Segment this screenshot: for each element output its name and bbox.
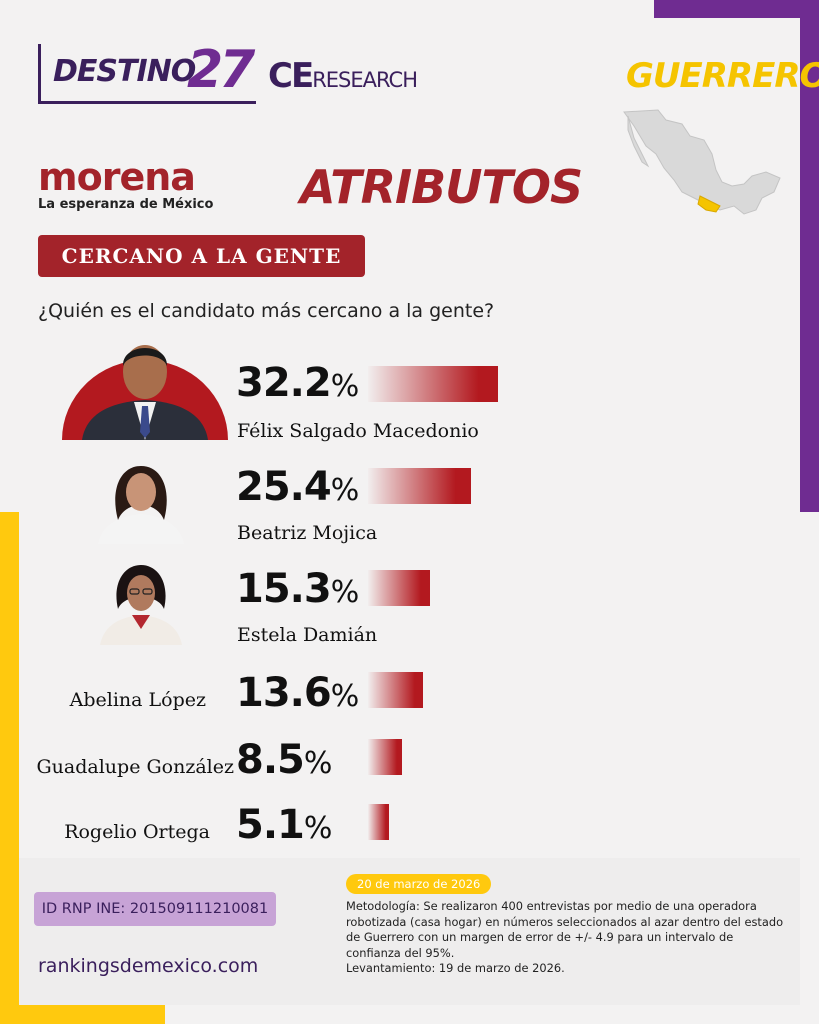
candidate-name-5: Guadalupe González	[36, 756, 234, 778]
pct-unit-2: %	[330, 473, 360, 508]
pct-label-3: 15.3%	[236, 566, 359, 612]
ce-research-logo: CERESEARCH	[268, 56, 418, 96]
logo-ce-text: CE	[268, 56, 314, 96]
date-badge: 20 de marzo de 2026	[346, 874, 492, 894]
bar-6	[368, 804, 389, 840]
bar-2	[368, 468, 471, 504]
party-tagline: La esperanza de México	[38, 197, 214, 212]
bar-4	[368, 672, 423, 708]
pct-label-5: 8.5%	[236, 737, 332, 783]
state-title: GUERRERO	[626, 56, 819, 96]
pct-label-2: 25.4%	[236, 464, 359, 510]
logo-destino-number: 27	[187, 40, 255, 100]
pct-value-2: 25.4	[236, 464, 332, 510]
party-name: morena	[38, 155, 196, 199]
pct-unit-5: %	[303, 746, 333, 781]
mexico-map-icon	[623, 109, 781, 215]
logo-research-text: RESEARCH	[312, 68, 418, 92]
logo-destino-text: DESTINO	[53, 54, 196, 89]
destino-27-logo: DESTINO 27	[38, 40, 256, 104]
candidate-photo-felix	[62, 345, 228, 440]
candidate-name-3: Estela Damián	[237, 624, 378, 646]
category-badge: CERCANO A LA GENTE	[38, 235, 365, 277]
pct-unit-6: %	[303, 811, 333, 846]
methodology-note: Metodología: Se realizaron 400 entrevist…	[346, 899, 786, 977]
candidate-name-1: Félix Salgado Macedonio	[237, 420, 479, 442]
pct-value-6: 5.1	[236, 802, 305, 848]
purple-accent-right	[800, 0, 819, 512]
pct-label-6: 5.1%	[236, 802, 332, 848]
website-link[interactable]: rankingsdemexico.com	[38, 955, 259, 977]
candidate-photo-beatriz	[98, 466, 184, 544]
candidate-name-4: Abelina López	[69, 689, 206, 711]
candidate-photo-estela	[100, 565, 182, 645]
pct-label-4: 13.6%	[236, 670, 359, 716]
candidate-name-6: Rogelio Ortega	[64, 821, 210, 843]
bar-1	[368, 366, 498, 402]
candidate-name-2: Beatriz Mojica	[237, 522, 378, 544]
morena-logo: morena La esperanza de México	[38, 158, 213, 212]
pct-value-1: 32.2	[236, 360, 332, 406]
pct-unit-1: %	[330, 369, 360, 404]
section-title: ATRIBUTOS	[300, 160, 583, 214]
pct-unit-4: %	[330, 679, 360, 714]
yellow-accent-left	[0, 512, 19, 1024]
fieldwork-text: Levantamiento: 19 de marzo de 2026.	[346, 961, 565, 975]
bar-5	[368, 739, 402, 775]
pct-value-3: 15.3	[236, 566, 332, 612]
purple-accent-top	[654, 0, 819, 18]
pct-label-1: 32.2%	[236, 360, 359, 406]
pct-value-5: 8.5	[236, 737, 305, 783]
pct-value-4: 13.6	[236, 670, 332, 716]
rnp-badge: ID RNP INE: 201509111210081	[34, 892, 276, 926]
pct-unit-3: %	[330, 575, 360, 610]
methodology-text: Metodología: Se realizaron 400 entrevist…	[346, 899, 784, 960]
yellow-accent-bottom	[0, 1005, 165, 1024]
survey-question: ¿Quién es el candidato más cercano a la …	[38, 300, 495, 322]
bar-3	[368, 570, 430, 606]
